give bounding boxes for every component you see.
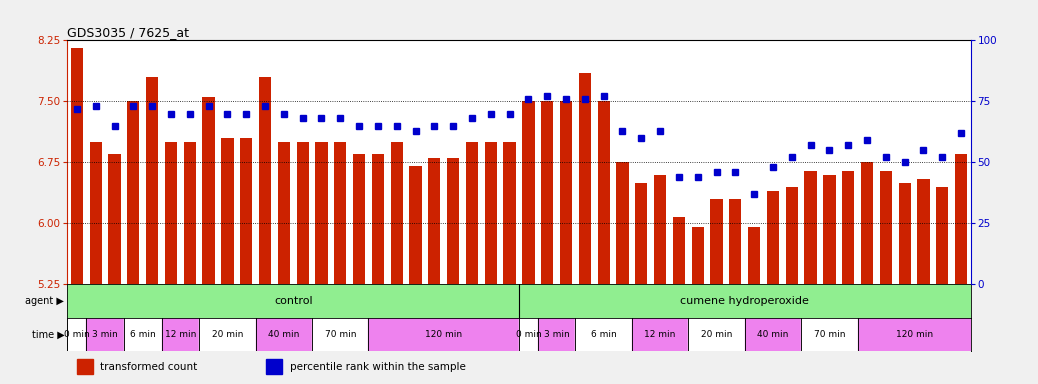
Bar bbox=[162, 318, 199, 351]
Text: time ▶: time ▶ bbox=[31, 329, 64, 339]
Text: 3 min: 3 min bbox=[544, 330, 570, 339]
Bar bbox=[617, 162, 629, 285]
Bar bbox=[368, 318, 519, 351]
Bar bbox=[77, 359, 92, 374]
Bar bbox=[635, 183, 648, 285]
Bar bbox=[730, 199, 741, 285]
Bar bbox=[409, 166, 421, 285]
Bar bbox=[767, 191, 780, 285]
Bar bbox=[86, 318, 124, 351]
Bar bbox=[240, 138, 252, 285]
Bar bbox=[353, 154, 365, 285]
Bar bbox=[598, 101, 609, 285]
Bar bbox=[447, 158, 459, 285]
Bar bbox=[202, 97, 215, 285]
Bar bbox=[880, 170, 892, 285]
Bar bbox=[503, 142, 516, 285]
Bar bbox=[745, 318, 801, 351]
Bar bbox=[429, 158, 440, 285]
Bar bbox=[128, 101, 139, 285]
Bar bbox=[255, 318, 312, 351]
Bar bbox=[124, 318, 162, 351]
Bar bbox=[519, 285, 971, 318]
Bar bbox=[748, 227, 760, 285]
Bar bbox=[579, 73, 591, 285]
Text: 20 min: 20 min bbox=[701, 330, 732, 339]
Bar bbox=[372, 154, 384, 285]
Bar bbox=[918, 179, 930, 285]
Bar bbox=[861, 162, 873, 285]
Bar bbox=[654, 175, 666, 285]
Bar bbox=[842, 170, 854, 285]
Text: 40 min: 40 min bbox=[268, 330, 300, 339]
Bar bbox=[823, 175, 836, 285]
Text: 6 min: 6 min bbox=[130, 330, 156, 339]
Bar bbox=[184, 142, 196, 285]
Text: 3 min: 3 min bbox=[92, 330, 118, 339]
Text: 6 min: 6 min bbox=[591, 330, 617, 339]
Text: transformed count: transformed count bbox=[100, 362, 197, 372]
Text: 12 min: 12 min bbox=[645, 330, 676, 339]
Text: 70 min: 70 min bbox=[325, 330, 356, 339]
Bar bbox=[466, 142, 479, 285]
Bar bbox=[936, 187, 949, 285]
Bar bbox=[278, 142, 290, 285]
Bar bbox=[691, 227, 704, 285]
Bar bbox=[312, 318, 368, 351]
Bar bbox=[955, 154, 967, 285]
Text: 12 min: 12 min bbox=[165, 330, 196, 339]
Bar bbox=[519, 318, 538, 351]
Bar bbox=[710, 199, 722, 285]
Bar bbox=[165, 142, 177, 285]
Bar bbox=[146, 77, 158, 285]
Text: 0 min: 0 min bbox=[516, 330, 541, 339]
Text: 20 min: 20 min bbox=[212, 330, 243, 339]
Text: 70 min: 70 min bbox=[814, 330, 845, 339]
Text: 120 min: 120 min bbox=[426, 330, 462, 339]
Bar bbox=[673, 217, 685, 285]
Bar bbox=[786, 187, 798, 285]
Bar bbox=[688, 318, 745, 351]
Bar bbox=[266, 359, 282, 374]
Bar bbox=[67, 318, 86, 351]
Bar bbox=[89, 142, 102, 285]
Text: 40 min: 40 min bbox=[758, 330, 789, 339]
Bar bbox=[538, 318, 575, 351]
Text: agent ▶: agent ▶ bbox=[26, 296, 64, 306]
Bar bbox=[541, 101, 553, 285]
Bar bbox=[801, 318, 857, 351]
Bar bbox=[71, 48, 83, 285]
Bar bbox=[559, 101, 572, 285]
Text: 0 min: 0 min bbox=[64, 330, 89, 339]
Bar bbox=[485, 142, 497, 285]
Bar bbox=[67, 285, 519, 318]
Text: percentile rank within the sample: percentile rank within the sample bbox=[290, 362, 465, 372]
Bar bbox=[804, 170, 817, 285]
Text: GDS3035 / 7625_at: GDS3035 / 7625_at bbox=[67, 26, 190, 39]
Text: control: control bbox=[274, 296, 312, 306]
Bar bbox=[390, 142, 403, 285]
Bar bbox=[221, 138, 234, 285]
Text: cumene hydroperoxide: cumene hydroperoxide bbox=[680, 296, 810, 306]
Bar bbox=[316, 142, 328, 285]
Bar bbox=[334, 142, 347, 285]
Bar bbox=[297, 142, 308, 285]
Text: 120 min: 120 min bbox=[896, 330, 933, 339]
Bar bbox=[575, 318, 632, 351]
Bar bbox=[522, 101, 535, 285]
Bar bbox=[199, 318, 255, 351]
Bar bbox=[258, 77, 271, 285]
Bar bbox=[857, 318, 971, 351]
Bar bbox=[899, 183, 910, 285]
Bar bbox=[632, 318, 688, 351]
Bar bbox=[108, 154, 120, 285]
